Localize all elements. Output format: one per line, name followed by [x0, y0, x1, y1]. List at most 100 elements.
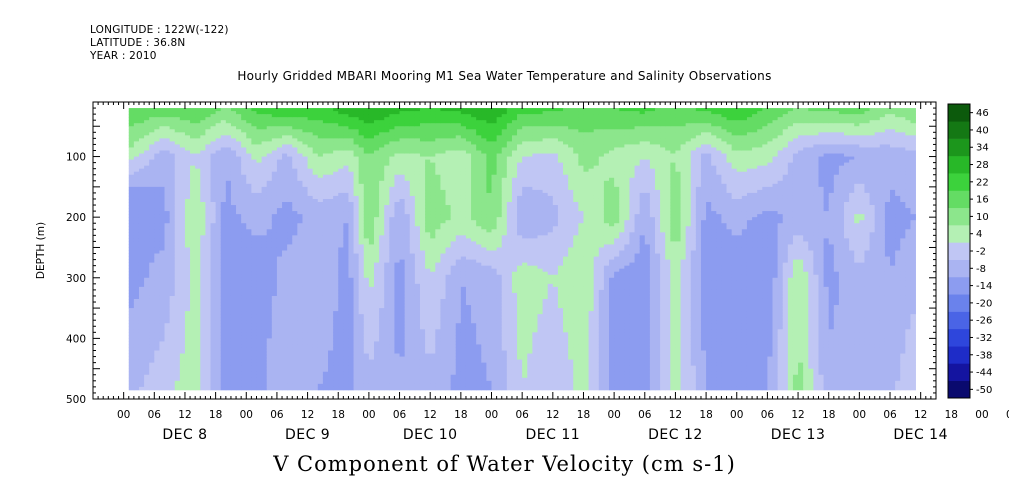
- heatmap-cell: [200, 202, 206, 206]
- heatmap-cell: [133, 265, 140, 270]
- heatmap-cell: [266, 138, 273, 142]
- heatmap-cell: [307, 135, 314, 139]
- heatmap-cell: [312, 329, 319, 333]
- heatmap-cell: [225, 329, 232, 333]
- heatmap-cell: [133, 371, 140, 376]
- heatmap-cell: [394, 238, 400, 242]
- heatmap-cell: [251, 311, 257, 315]
- heatmap-cell: [149, 205, 155, 209]
- heatmap-cell: [343, 232, 349, 236]
- heatmap-cell: [322, 132, 329, 136]
- heatmap-cell: [358, 220, 365, 224]
- heatmap-cell: [251, 277, 257, 282]
- heatmap-cell: [256, 274, 262, 279]
- heatmap-cell: [399, 256, 406, 260]
- heatmap-cell: [297, 229, 303, 233]
- heatmap-cell: [205, 229, 211, 233]
- heatmap-cell: [338, 380, 344, 385]
- heatmap-cell: [384, 286, 390, 291]
- heatmap-cell: [363, 277, 370, 282]
- heatmap-cell: [190, 298, 196, 303]
- heatmap-cell: [282, 314, 288, 318]
- heatmap-cell: [363, 174, 370, 179]
- heatmap-cell: [358, 371, 365, 376]
- heatmap-cell: [236, 377, 242, 382]
- heatmap-cell: [246, 144, 252, 148]
- heatmap-cell: [322, 159, 329, 164]
- heatmap-cell: [205, 180, 211, 185]
- heatmap-cell: [292, 159, 298, 164]
- heatmap-cell: [220, 302, 227, 306]
- heatmap-cell: [307, 371, 314, 376]
- heatmap-cell: [149, 229, 155, 233]
- heatmap-cell: [399, 211, 406, 215]
- heatmap-cell: [358, 305, 365, 309]
- heatmap-cell: [138, 144, 145, 148]
- heatmap-cell: [138, 217, 145, 221]
- heatmap-cell: [302, 120, 308, 124]
- heatmap-cell: [384, 180, 390, 185]
- heatmap-cell: [215, 211, 222, 215]
- heatmap-cell: [399, 232, 406, 236]
- heatmap-cell: [251, 292, 257, 297]
- heatmap-cell: [271, 280, 278, 285]
- heatmap-cell: [322, 353, 329, 357]
- heatmap-cell: [200, 253, 206, 257]
- heatmap-cell: [154, 189, 160, 194]
- heatmap-cell: [328, 180, 334, 185]
- heatmap-cell: [195, 111, 201, 115]
- heatmap-cell: [215, 344, 222, 348]
- heatmap-cell: [200, 244, 206, 248]
- heatmap-cell: [312, 295, 319, 300]
- heatmap-cell: [195, 135, 201, 139]
- heatmap-cell: [292, 138, 298, 142]
- heatmap-cell: [184, 211, 191, 215]
- heatmap-cell: [184, 298, 191, 303]
- heatmap-cell: [292, 135, 298, 139]
- heatmap-cell: [276, 244, 283, 248]
- heatmap-cell: [184, 217, 191, 221]
- heatmap-cell: [338, 114, 344, 118]
- heatmap-cell: [144, 171, 150, 176]
- heatmap-cell: [200, 150, 206, 154]
- heatmap-cell: [215, 320, 222, 324]
- heatmap-cell: [287, 323, 293, 327]
- heatmap-cell: [297, 326, 303, 330]
- heatmap-cell: [302, 174, 308, 179]
- heatmap-cell: [251, 302, 257, 306]
- heatmap-cell: [322, 308, 329, 312]
- heatmap-cell: [190, 162, 196, 167]
- heatmap-cell: [256, 214, 262, 218]
- heatmap-cell: [343, 189, 349, 194]
- heatmap-cell: [230, 320, 237, 324]
- heatmap-cell: [164, 202, 171, 206]
- heatmap-cell: [149, 162, 155, 167]
- heatmap-cell: [348, 132, 354, 136]
- heatmap-cell: [225, 120, 232, 124]
- heatmap-cell: [128, 108, 135, 112]
- heatmap-cell: [379, 368, 385, 373]
- heatmap-cell: [128, 120, 135, 124]
- heatmap-cell: [338, 205, 344, 209]
- heatmap-cell: [144, 262, 150, 267]
- heatmap-cell: [128, 359, 135, 364]
- heatmap-cell: [394, 183, 400, 188]
- heatmap-cell: [343, 341, 349, 345]
- heatmap-cell: [220, 341, 227, 345]
- heatmap-cell: [220, 138, 227, 142]
- heatmap-cell: [210, 344, 217, 348]
- heatmap-cell: [348, 362, 354, 367]
- heatmap-cell: [205, 141, 211, 145]
- heatmap-cell: [384, 217, 390, 221]
- heatmap-cell: [328, 292, 334, 297]
- heatmap-cell: [246, 365, 252, 370]
- heatmap-cell: [149, 208, 155, 212]
- heatmap-cell: [389, 226, 395, 230]
- heatmap-cell: [159, 150, 165, 154]
- heatmap-cell: [261, 271, 268, 276]
- heatmap-cell: [389, 229, 395, 233]
- heatmap-cell: [159, 377, 165, 382]
- heatmap-cell: [215, 192, 222, 197]
- heatmap-cell: [144, 229, 150, 233]
- heatmap-cell: [144, 177, 150, 182]
